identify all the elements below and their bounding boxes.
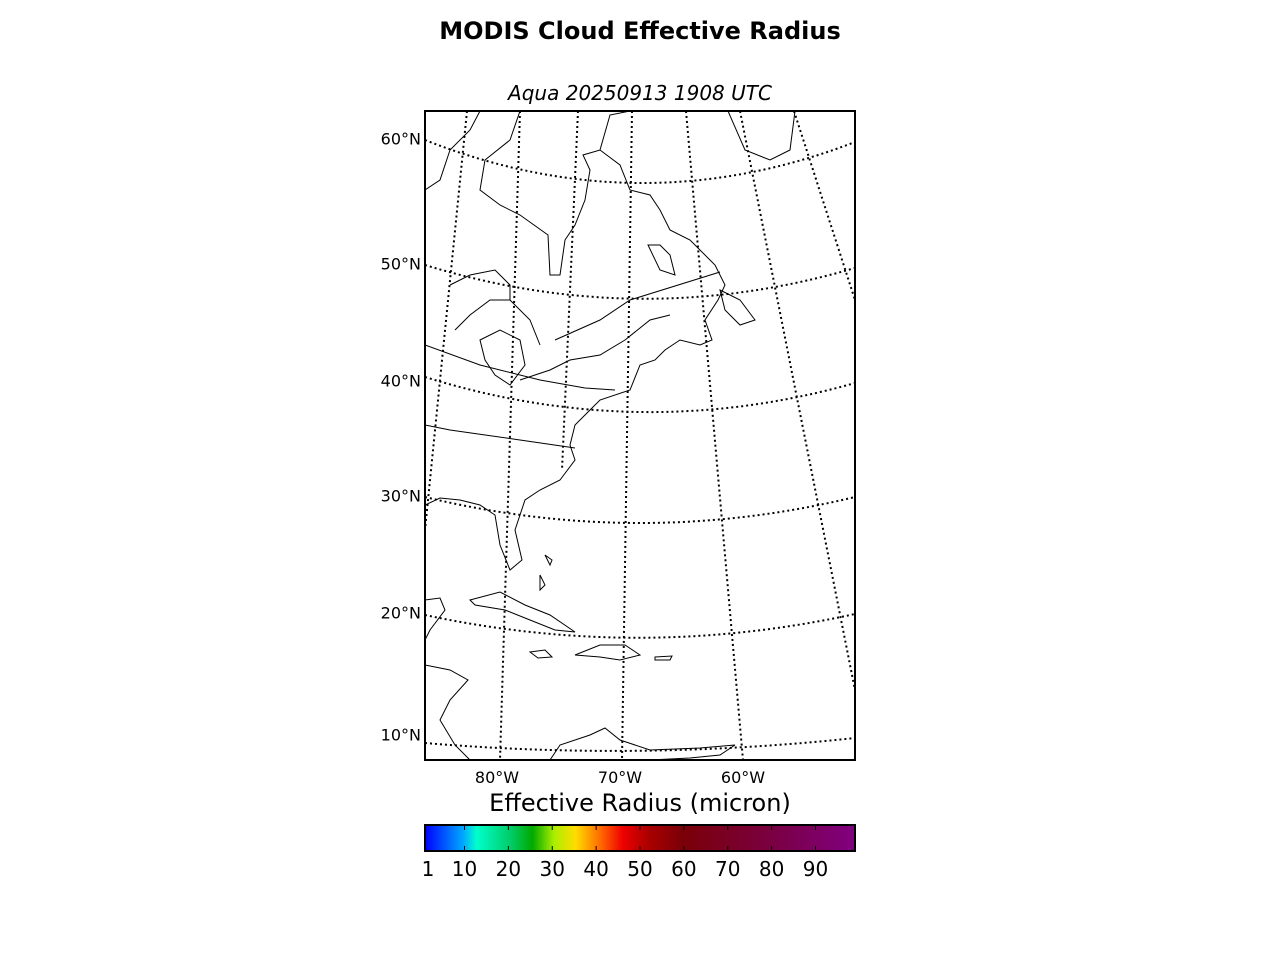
title: MODIS Cloud Effective Radius	[439, 17, 841, 45]
lat-label: 50°N	[381, 255, 421, 274]
colorbar-tick-label: 50	[627, 857, 652, 881]
lon-label: 60°W	[721, 768, 765, 787]
lat-label: 30°N	[381, 487, 421, 506]
lon-label: 70°W	[598, 768, 642, 787]
map-body	[425, 111, 855, 760]
subtitle: Aqua 20250913 1908 UTC	[506, 81, 772, 105]
coastlines	[425, 111, 796, 760]
colorbar-tick-label: 90	[803, 857, 828, 881]
colorbar-tick-label: 40	[583, 857, 608, 881]
colorbar-tick-label: 70	[715, 857, 740, 881]
lat-label: 20°N	[381, 604, 421, 623]
colorbar-tick-label: 20	[496, 857, 521, 881]
lon-label: 80°W	[475, 768, 519, 787]
colorbar-tick-label: 60	[671, 857, 696, 881]
colorbar-tick-label: 80	[759, 857, 784, 881]
lat-label: 60°N	[381, 130, 421, 149]
colorbar-label: Effective Radius (micron)	[489, 789, 791, 817]
lat-label: 40°N	[381, 372, 421, 391]
colorbar-tick-label: 10	[452, 857, 477, 881]
lat-label: 10°N	[381, 726, 421, 745]
colorbar-tick-label: 1	[422, 857, 435, 881]
colorbar-ticks: 1 10 20 30 40 50 60 70 80 90	[422, 825, 828, 881]
colorbar-tick-label: 30	[540, 857, 565, 881]
graticule	[425, 111, 855, 760]
map-frame	[424, 110, 856, 761]
